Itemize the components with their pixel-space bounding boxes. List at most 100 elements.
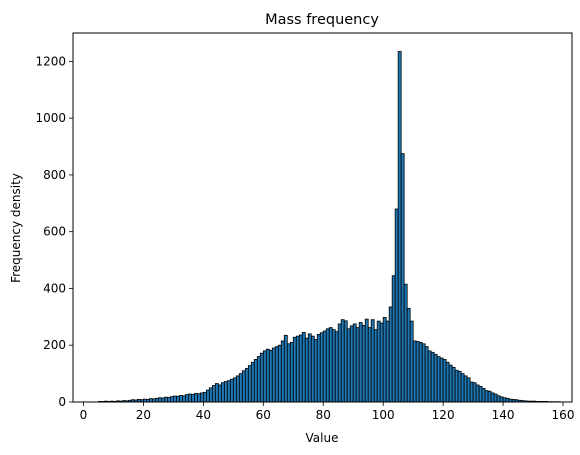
histogram-bar xyxy=(214,383,219,403)
histogram-bar xyxy=(337,323,342,403)
histogram-bar xyxy=(274,346,279,403)
histogram-bar xyxy=(379,322,384,403)
y-tick-label: 1000 xyxy=(35,111,66,125)
histogram-bar xyxy=(355,327,360,403)
histogram-bar xyxy=(265,348,270,403)
histogram-bar xyxy=(271,347,276,403)
histogram-bar xyxy=(502,397,507,403)
histogram-bar xyxy=(478,385,483,403)
histogram-bar xyxy=(400,153,405,403)
histogram-bar xyxy=(391,275,396,403)
histogram-bar xyxy=(385,320,390,403)
histogram-bar xyxy=(226,380,231,403)
histogram-bar xyxy=(292,336,297,403)
histogram-bar xyxy=(253,359,258,403)
histogram-bar xyxy=(412,340,417,403)
histogram-bar xyxy=(280,340,285,403)
histogram-bar xyxy=(217,384,222,403)
y-tick-label: 1200 xyxy=(35,54,66,68)
histogram-bar xyxy=(232,377,237,403)
histogram-bar xyxy=(316,334,321,403)
histogram-bar xyxy=(262,350,267,403)
histogram-bar xyxy=(463,375,468,403)
histogram-bar xyxy=(175,395,180,403)
histogram-bar xyxy=(433,353,438,403)
histogram-bar xyxy=(430,351,435,403)
histogram-bar xyxy=(322,330,327,403)
histogram-bar xyxy=(202,391,207,403)
histogram-bar xyxy=(382,317,387,403)
histogram-bar xyxy=(220,382,225,403)
histogram-bar xyxy=(427,350,432,403)
histogram-bar xyxy=(208,387,213,403)
x-tick-label: 120 xyxy=(432,408,455,422)
x-tick-label: 20 xyxy=(136,408,151,422)
histogram-bar xyxy=(457,370,462,403)
histogram-bar xyxy=(469,381,474,403)
histogram-bar xyxy=(367,327,372,403)
histogram-bar xyxy=(295,335,300,403)
histogram-bar xyxy=(346,328,351,403)
histogram-bar xyxy=(184,394,189,403)
histogram-bar xyxy=(190,393,195,403)
histogram-bar xyxy=(250,361,255,403)
histogram-bar xyxy=(448,364,453,403)
histogram-bar xyxy=(343,320,348,403)
histogram-bar xyxy=(313,339,318,403)
histogram-bar xyxy=(349,325,354,403)
histogram-bar xyxy=(155,397,159,403)
histogram-bar xyxy=(244,368,249,403)
chart-title: Mass frequency xyxy=(265,12,379,28)
y-tick-label: 200 xyxy=(43,338,66,352)
histogram-bar xyxy=(259,352,264,403)
histogram-bar xyxy=(181,395,186,403)
histogram-bar xyxy=(164,396,168,403)
histogram-bar xyxy=(187,393,192,403)
histogram-bar xyxy=(475,384,480,403)
histogram-bar xyxy=(496,395,501,403)
histogram-bar xyxy=(283,334,288,403)
histogram-bar xyxy=(490,392,495,403)
histogram-bar xyxy=(199,392,204,403)
histogram-bar xyxy=(364,318,369,403)
plot-frame xyxy=(72,32,573,403)
x-tick-label: 60 xyxy=(256,408,271,422)
histogram-bar xyxy=(424,346,429,403)
histogram-bar xyxy=(178,395,183,403)
histogram-bar xyxy=(325,328,330,403)
histogram-bar xyxy=(193,393,198,403)
histogram-bars xyxy=(98,51,561,403)
histogram-bar xyxy=(277,344,282,403)
histogram-bar xyxy=(205,389,210,403)
histogram-bar xyxy=(268,349,273,403)
histogram-bar xyxy=(172,395,177,403)
histogram-bar xyxy=(307,333,312,403)
histogram-bar xyxy=(304,337,309,403)
y-tick-label: 800 xyxy=(43,168,66,182)
x-axis-ticks: 0 20 40 60 80 100 120 140 160 xyxy=(80,402,575,422)
y-tick-label: 400 xyxy=(43,281,66,295)
histogram-bar xyxy=(445,361,450,403)
x-tick-label: 80 xyxy=(316,408,331,422)
histogram-bar xyxy=(235,375,240,403)
histogram-bar xyxy=(397,51,402,403)
histogram-bar xyxy=(149,398,153,403)
histogram-bar xyxy=(161,397,165,403)
histogram-bar xyxy=(451,366,456,403)
histogram-bar xyxy=(256,356,261,403)
histogram-bar xyxy=(499,396,504,403)
histogram-bar xyxy=(487,390,492,403)
histogram-bar xyxy=(481,387,486,403)
histogram-bar xyxy=(247,365,252,403)
x-tick-label: 140 xyxy=(492,408,515,422)
histogram-bar xyxy=(370,319,375,403)
x-axis-label: Value xyxy=(306,431,339,445)
histogram-bar xyxy=(340,319,345,403)
histogram-bar xyxy=(211,385,216,403)
x-tick-label: 0 xyxy=(80,408,88,422)
histogram-bar xyxy=(421,343,426,403)
histogram-bar xyxy=(310,335,315,403)
x-tick-label: 160 xyxy=(552,408,575,422)
histogram-bar xyxy=(328,327,333,403)
